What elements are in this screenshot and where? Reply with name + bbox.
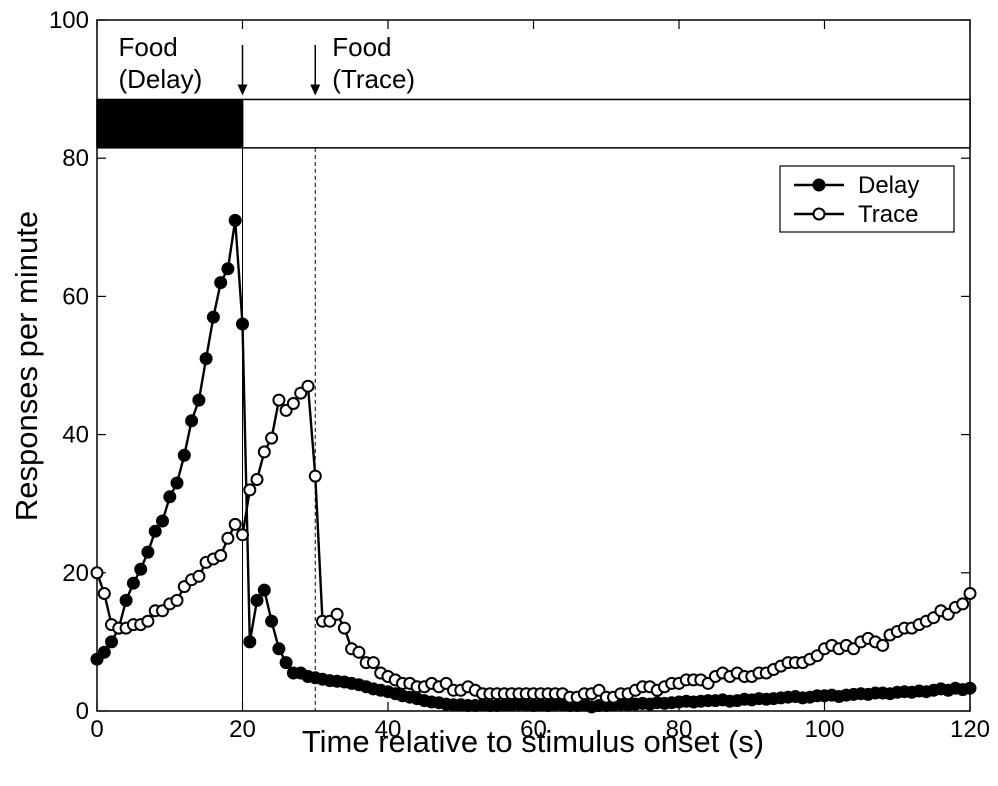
data-point-trace (265, 431, 279, 445)
annotation-text: Food (332, 32, 391, 62)
axes: 0 20 40 60 80 100 120 0 20 40 60 80 100 (49, 7, 990, 743)
data-point-delay (199, 352, 213, 366)
data-point-delay (156, 514, 169, 528)
data-point-trace (250, 473, 264, 486)
data-point-delay (963, 681, 977, 695)
legend-entry-trace: Trace (794, 201, 918, 228)
data-point-delay (272, 642, 286, 656)
legend-box (779, 165, 955, 233)
series-trace (90, 379, 977, 704)
data-point-trace (170, 593, 184, 607)
data-point-trace (876, 638, 890, 652)
x-axis-title: Time relative to stimulus onset (s) (302, 724, 764, 759)
annotation-text: (Trace) (332, 64, 415, 94)
data-point-delay (206, 310, 220, 324)
data-point-trace (90, 566, 104, 580)
data-point-trace (308, 469, 322, 483)
data-point-trace (286, 397, 300, 410)
x-tick-label: 100 (804, 716, 844, 743)
data-point-delay (192, 393, 206, 407)
data-point-delay (214, 276, 228, 290)
data-point-delay (265, 614, 279, 628)
data-point-delay (243, 635, 257, 649)
annotation-text: (Delay) (119, 64, 203, 94)
data-point-trace (352, 645, 366, 659)
data-point-delay (228, 213, 242, 227)
x-tick-label: 0 (90, 716, 103, 743)
y-tick-label: 80 (62, 145, 89, 172)
food-annotations: Food(Delay)Food(Trace) (119, 32, 415, 96)
data-point-delay (134, 562, 148, 576)
data-point-delay (170, 476, 184, 490)
data-point-trace (243, 483, 257, 497)
data-point-delay (250, 593, 264, 607)
annotation-text: Food (119, 32, 178, 62)
annotation-arrowhead (237, 84, 248, 96)
data-point-delay (163, 490, 177, 504)
x-tick-label: 20 (229, 716, 256, 743)
data-point-delay (119, 593, 133, 607)
stimulus-bar-empty (241, 98, 971, 149)
data-point-delay (148, 524, 162, 538)
legend-marker (812, 207, 826, 221)
x-tick-label: 40 (375, 716, 402, 743)
legend-marker (812, 178, 826, 192)
legend-label: Delay (858, 172, 919, 199)
food-annotation: Food(Trace) (310, 32, 415, 96)
legend-label: Trace (858, 201, 918, 228)
stimulus-bar-filled (96, 98, 244, 149)
data-point-trace (963, 587, 977, 600)
legend-entry-delay: Delay (794, 172, 919, 199)
data-point-trace (221, 531, 235, 545)
data-point-delay (279, 656, 293, 670)
data-point-delay (97, 645, 111, 659)
x-tick-label: 120 (950, 716, 990, 743)
data-point-delay (257, 583, 271, 597)
y-tick-label: 20 (62, 560, 89, 587)
data-point-trace (366, 656, 380, 670)
data-point-trace (956, 597, 970, 611)
y-tick-label: 0 (76, 698, 89, 725)
data-point-trace (301, 379, 315, 393)
y-tick-label: 40 (62, 422, 89, 449)
y-tick-label: 60 (62, 283, 89, 310)
data-point-delay (141, 545, 155, 559)
stimulus-bar (96, 98, 971, 149)
data-point-trace (257, 445, 271, 459)
data-point-trace (337, 621, 351, 635)
annotation-arrowhead (310, 84, 321, 96)
data-point-trace (228, 517, 242, 531)
data-point-trace (97, 587, 111, 600)
y-axis-title: Responses per minute (9, 211, 44, 521)
data-point-delay (185, 414, 199, 428)
data-point-delay (126, 576, 140, 590)
y-tick-label: 100 (49, 7, 89, 34)
series-layer (90, 213, 977, 714)
data-point-delay (105, 635, 118, 649)
event-lines (242, 147, 316, 711)
data-point-trace (236, 528, 249, 542)
data-point-trace (141, 614, 155, 628)
data-point-delay (177, 448, 191, 462)
data-point-trace (272, 393, 286, 407)
x-tick-label: 60 (520, 716, 547, 743)
data-point-delay (221, 262, 235, 276)
data-point-delay (236, 317, 249, 331)
data-point-trace (192, 569, 206, 583)
data-point-trace (330, 607, 344, 621)
food-annotation: Food(Delay) (119, 32, 248, 96)
x-tick-label: 80 (666, 716, 693, 743)
data-point-trace (214, 549, 228, 562)
